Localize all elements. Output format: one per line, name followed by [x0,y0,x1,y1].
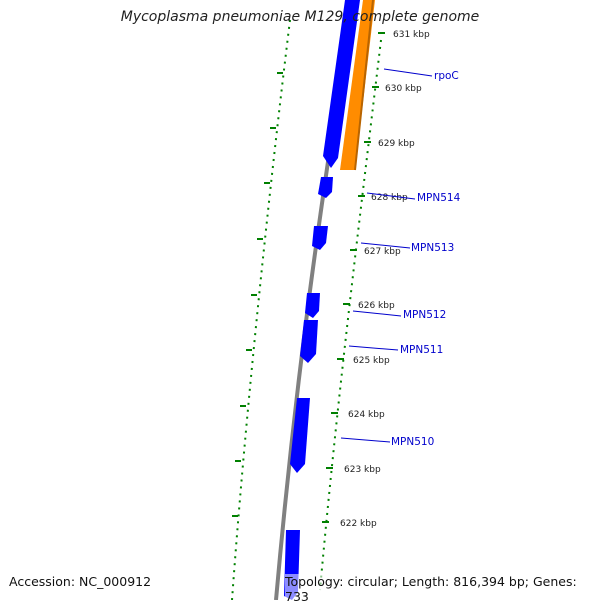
tick-label-629: 629 kbp [378,139,415,149]
map-title: Mycoplasma pneumoniae M129, complete gen… [120,9,480,25]
tick-label-623: 623 kbp [344,465,381,475]
gene-arrow-rpoC-forward [323,0,360,168]
gene-arrow-mpn514 [318,177,333,198]
ruler-ticks [322,32,385,523]
topology-label: Topology: circular; Length: 816,394 bp; … [285,574,600,604]
gc-content-inner-track [319,39,382,591]
gene-arrow-mpn513 [312,226,328,250]
gene-arrow-mpn511 [300,320,318,363]
gene-label-mpn514: MPN514 [417,192,461,204]
gene-arrow-rpoC-shadow [354,0,374,171]
gene-label-mpn513: MPN513 [411,242,454,254]
gene-arrow-mpn512 [305,293,320,318]
gene-label-mpn511: MPN511 [400,344,443,356]
ruler-labels: 631 kbp 630 kbp 629 kbp 628 kbp 627 kbp … [340,30,430,529]
gene-arrow-mpn510 [290,398,310,473]
tick-label-627: 627 kbp [364,247,401,257]
tick-label-625: 625 kbp [353,356,390,366]
tick-label-622: 622 kbp [340,519,377,529]
tick-label-626: 626 kbp [358,301,395,311]
tick-label-630: 630 kbp [385,84,422,94]
gc-content-outer-track [231,19,291,600]
accession-label: Accession: NC_000912 [9,574,152,589]
tick-label-631: 631 kbp [393,30,430,40]
gene-label-leaders [340,68,433,443]
gene-label-mpn510: MPN510 [391,436,434,448]
gene-label-rpoc: rpoC [434,70,459,82]
forward-cds-features [284,0,360,600]
gene-arrow-rpoC-reverse [340,0,375,170]
tick-label-628: 628 kbp [371,193,408,203]
gene-labels: rpoC MPN514 MPN513 MPN512 MPN511 MPN510 [391,70,461,448]
gene-label-mpn512: MPN512 [403,309,446,321]
gc-content-marks [232,72,283,517]
tick-label-624: 624 kbp [348,410,385,420]
